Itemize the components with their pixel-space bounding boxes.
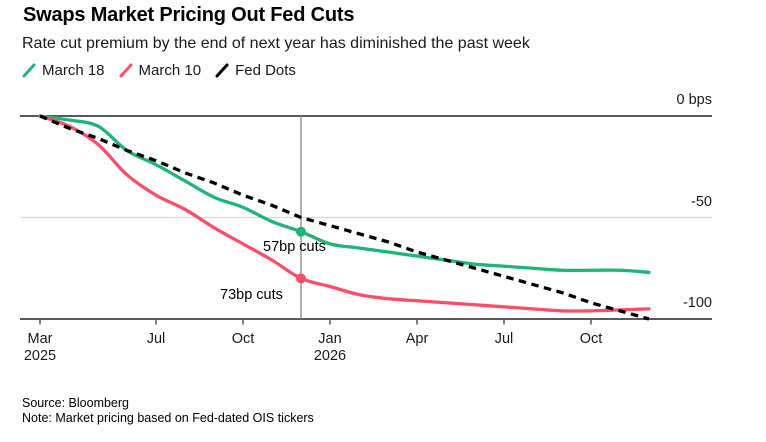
- series-march-18-line: [38, 114, 651, 274]
- x-axis-label: Apr: [405, 331, 429, 347]
- legend-item-label: Fed Dots: [235, 62, 296, 79]
- y-axis-label: -100: [682, 295, 712, 311]
- legend: March 18 March 10 Fed Dots: [22, 62, 296, 79]
- chart-subtitle: Rate cut premium by the end of next year…: [22, 35, 530, 52]
- legend-item-fed-dots: Fed Dots: [215, 62, 296, 79]
- x-axis-label: Oct: [231, 331, 255, 347]
- series-march-10-line: [38, 114, 651, 313]
- methodology-note: Note: Market pricing based on Fed-dated …: [22, 411, 314, 425]
- source-note: Source: Bloomberg: [22, 396, 130, 410]
- y-axis-label: -50: [691, 193, 712, 210]
- chart-footer: Source: Bloomberg Note: Market pricing b…: [22, 396, 314, 426]
- annotation-dot-march-10: [296, 273, 306, 284]
- x-axis-label: Jan 2026: [313, 331, 347, 364]
- y-axis-label: 0 bps: [676, 92, 712, 108]
- legend-slash-icon: [22, 63, 36, 78]
- x-axis-year-label: 2026: [313, 348, 347, 364]
- series-fed-dots-line: [39, 114, 650, 321]
- annotation-label: 73bp cuts: [220, 287, 283, 304]
- legend-slash-icon: [119, 63, 133, 78]
- x-axis-label: Mar 2025: [23, 331, 57, 364]
- legend-slash-icon: [215, 63, 229, 78]
- chart-title: Swaps Market Pricing Out Fed Cuts: [23, 4, 355, 26]
- legend-item-march-10: March 10: [119, 62, 202, 79]
- legend-item-label: March 18: [42, 62, 105, 79]
- legend-item-label: March 10: [138, 62, 202, 79]
- x-axis-label: Oct: [579, 331, 603, 347]
- x-axis-label: Jul: [146, 331, 166, 347]
- legend-item-march-18: March 18: [22, 62, 105, 79]
- annotation-label: 57bp cuts: [263, 238, 326, 255]
- x-axis-year-label: 2025: [23, 348, 57, 364]
- x-axis-label: Jul: [494, 331, 514, 347]
- annotation-dot-march-18: [296, 226, 306, 237]
